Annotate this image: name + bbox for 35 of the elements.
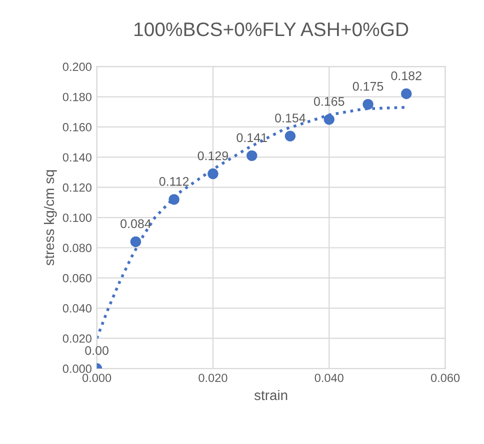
y-tick-label: 0.060: [62, 274, 92, 282]
y-tick-label: 0.040: [62, 304, 92, 313]
point: [246, 150, 258, 162]
y-tick-label: 0.160: [62, 123, 92, 132]
x-tick-label: 0.020: [198, 374, 228, 382]
point: [284, 130, 296, 142]
point: [130, 236, 142, 248]
y-axis-title: stress kg/cm sq: [44, 170, 57, 266]
y-tick-label: 0.100: [62, 214, 92, 222]
point: [208, 168, 218, 180]
y-tick-label: 0.140: [62, 153, 92, 162]
y-tick-label: 0.200: [62, 62, 92, 71]
data-label: 0.112: [159, 177, 189, 186]
y-tick-label: 0.120: [62, 183, 92, 192]
data-label: 0.165: [314, 97, 344, 106]
y-tick-label: 0.180: [62, 92, 92, 102]
data-label: 0.175: [352, 82, 384, 91]
x-tick-label: 0.040: [314, 374, 344, 382]
data-label: 0.00: [85, 346, 108, 355]
data-label: 0.182: [391, 71, 422, 80]
x-tick-label: 0.000: [82, 374, 112, 382]
y-tick-label: 0.020: [62, 334, 92, 343]
data-label: 0.141: [236, 133, 267, 142]
y-tick-label: 0.080: [62, 244, 92, 252]
chart-title: 100%BCS+0%FLY ASH+0%GD: [134, 22, 408, 36]
point: [401, 88, 412, 100]
data-label: 0.084: [120, 219, 151, 228]
point: [362, 98, 374, 110]
point: [168, 194, 180, 205]
point: [324, 114, 334, 125]
data-label: 0.154: [275, 114, 306, 122]
x-axis-title: strain: [254, 390, 288, 400]
data-label: 0.129: [198, 151, 228, 160]
y-tick-label: 0.000: [62, 364, 92, 373]
x-tick-label: 0.060: [430, 374, 460, 382]
